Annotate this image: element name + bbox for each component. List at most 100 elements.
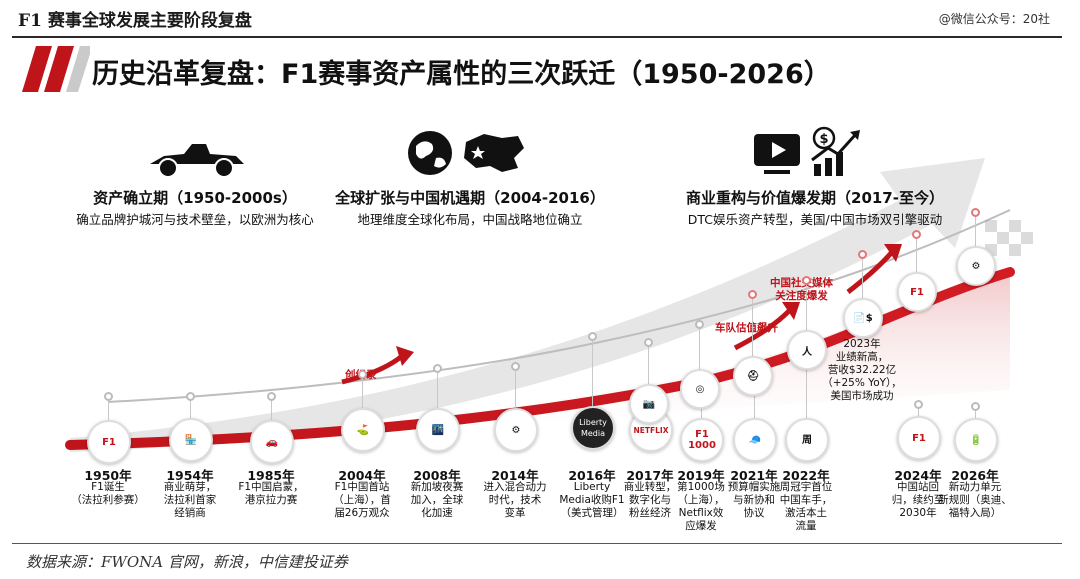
- milestone-dot: [186, 392, 195, 401]
- watermark: @微信公众号：20社: [938, 12, 1050, 26]
- f1-logo-icon: F1: [897, 272, 937, 312]
- milestone-dot: [914, 400, 923, 409]
- callout-team-value: 车队估值飙升: [715, 322, 778, 334]
- checkered-flag-icon: [985, 220, 1033, 256]
- engine-icon: ⚙: [494, 408, 538, 452]
- milestone-dot: [511, 362, 520, 371]
- finance-report-icon: 📄$: [843, 298, 883, 338]
- milestone-year: 2022年: [782, 468, 830, 483]
- milestone-connector: [515, 370, 516, 408]
- phase-1-desc: 确立品牌护城河与技术壁垒，以欧洲为核心: [76, 212, 314, 227]
- milestone-desc: 中国站回 归，续约至 2030年: [891, 481, 945, 519]
- upper-dot: [858, 250, 867, 259]
- brand-logos-icon: ◎: [680, 369, 720, 409]
- data-source: 数据来源：FWONA 官网，新浪，中信建投证券: [26, 553, 348, 571]
- storefront-icon: 🏪: [169, 418, 213, 462]
- callout-social: 中国社交媒体 关注度爆发: [770, 277, 833, 302]
- f1-logo-icon: F1: [897, 416, 941, 460]
- upper-dot: [644, 338, 653, 347]
- red-slash-logo-icon: [22, 46, 90, 92]
- upper-dot: [802, 276, 811, 285]
- upper-dot: [971, 208, 980, 217]
- phase-2-desc: 地理维度全球化布局，中国战略地位确立: [357, 212, 583, 227]
- milestone-desc: 商业转型， 数字化与 粉丝经济: [623, 481, 677, 519]
- milestone-year: 1954年: [166, 468, 214, 483]
- battery-power-icon: 🔋: [954, 418, 998, 462]
- milestone-desc: 预算帽实施 与新协和 协议: [727, 481, 781, 519]
- milestone-year: 2024年: [894, 468, 942, 483]
- record-arrow: [341, 354, 404, 385]
- upper-dot: [695, 320, 704, 329]
- milestone-desc: 新加坡夜赛 加入，全球 化加速: [410, 481, 464, 519]
- upper-connector: [916, 236, 917, 274]
- milestone-connector: [975, 410, 976, 418]
- shanghai-circuit-icon: ⛳: [341, 408, 385, 452]
- milestone-desc: 商业萌芽， 法拉利首家 经销商: [163, 481, 217, 519]
- milestone-dot: [433, 364, 442, 373]
- phase-1-title: 资产确立期（1950-2000s）: [93, 189, 297, 207]
- milestone-connector: [918, 408, 919, 416]
- milestone-year: 2017年: [626, 468, 674, 483]
- milestone-connector: [806, 342, 807, 418]
- team-helmet-icon: ⛑: [733, 356, 773, 396]
- phase-2-title: 全球扩张与中国机遇期（2004-2016）: [335, 189, 605, 207]
- phase-3-title: 商业重构与价值爆发期（2017-至今）: [686, 189, 944, 207]
- milestone-connector: [190, 400, 191, 418]
- upper-connector: [648, 344, 649, 386]
- milestone-year: 1985年: [247, 468, 295, 483]
- headline: 历史沿革复盘：F1赛事资产属性的三次跃迁（1950-2026）: [92, 59, 831, 90]
- milestone-dot: [588, 332, 597, 341]
- milestone-year: 2021年: [730, 468, 778, 483]
- milestone-year: 2016年: [568, 468, 616, 483]
- milestone-desc: 进入混合动力 时代，技术 变革: [483, 481, 547, 519]
- globe-china-map-icon: [408, 131, 524, 175]
- night-race-icon: 🌃: [416, 408, 460, 452]
- milestone-desc: 周冠宇首位 中国车手， 激活本土 流量: [779, 481, 833, 532]
- milestone-dot: [104, 392, 113, 401]
- milestone-desc: F1诞生 （法拉利参赛）: [71, 481, 145, 506]
- milestone-dot: [971, 402, 980, 411]
- car-icon: 🚗: [250, 420, 294, 464]
- upper-connector: [699, 326, 700, 371]
- liberty-media-logo-icon: Liberty Media: [571, 406, 615, 450]
- upper-connector: [806, 282, 807, 332]
- driver-portrait-icon: 人: [787, 330, 827, 370]
- milestone-dot: [267, 392, 276, 401]
- phase-3-desc: DTC娱乐资产转型，美国/中国市场双引擎驱动: [687, 212, 943, 227]
- bottom-divider: [12, 543, 1062, 544]
- upper-dot: [912, 230, 921, 239]
- upper-dot: [748, 290, 757, 299]
- milestone-desc: F1中国启蒙， 港京拉力赛: [238, 481, 304, 506]
- social-media-icon: 📷: [629, 384, 669, 424]
- vintage-race-car-icon: [150, 144, 244, 178]
- upper-connector: [975, 214, 976, 248]
- milestone-connector: [592, 340, 593, 406]
- upper-connector: [752, 296, 753, 358]
- milestone-desc: F1中国首站 （上海），首 届26万观众: [333, 481, 391, 519]
- milestone-year: 2004年: [338, 468, 386, 483]
- upper-node-label: 2023年 业绩新高， 营收$32.22亿 （+25% YoY）， 美国市场成功: [822, 338, 902, 402]
- milestone-year: 2014年: [491, 468, 539, 483]
- f1-logo-icon: F1: [87, 420, 131, 464]
- growth-arrow-shadow: [70, 158, 985, 452]
- red-fade-area: [70, 270, 1010, 450]
- milestone-year: 2026年: [951, 468, 999, 483]
- gear-power-icon: ⚙: [956, 246, 996, 286]
- record-arrowhead: [396, 346, 414, 366]
- svg-text:$: $: [819, 132, 828, 147]
- milestone-year: 2008年: [413, 468, 461, 483]
- milestone-desc: 第1000场 （上海）， Netflix效 应爆发: [677, 481, 725, 532]
- driver-photo-icon: 周: [785, 418, 829, 462]
- team-cap-icon: 🧢: [733, 418, 777, 462]
- report-title: F1 赛事全球发展主要阶段复盘: [18, 11, 252, 31]
- milestone-desc: 新动力单元 新规则（奥迪、 福特入局）: [938, 481, 1012, 519]
- milestone-connector: [437, 372, 438, 408]
- milestone-connector: [108, 400, 109, 420]
- f1-1000-logo-icon: F1 1000: [680, 418, 724, 462]
- milestone-dot: [358, 370, 367, 379]
- milestone-desc: Liberty Media收购F1 （美式管理）: [559, 481, 625, 519]
- milestone-year: 1950年: [84, 468, 132, 483]
- video-growth-icon: $: [754, 126, 860, 176]
- milestone-year: 2019年: [677, 468, 725, 483]
- milestone-connector: [362, 378, 363, 408]
